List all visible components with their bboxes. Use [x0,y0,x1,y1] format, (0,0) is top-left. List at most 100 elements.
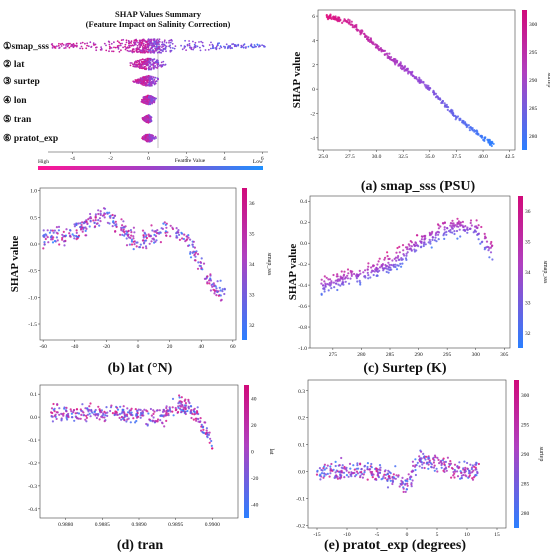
scatter-point [94,413,97,416]
scatter-point [477,238,480,241]
scatter-point [360,471,363,474]
summary-point [139,51,142,54]
scatter-point [111,225,114,228]
summary-point [127,47,130,49]
summary-point [153,42,155,45]
scatter-point [388,263,391,266]
scatter-point [132,237,135,240]
scatter-point [423,241,426,244]
scatter-point [171,406,174,409]
scatter-point [171,227,175,231]
scatter-point [165,405,168,408]
scatter-point [327,289,330,292]
scatter-point [61,233,64,236]
scatter-point [316,469,319,472]
scatter-point [449,224,452,227]
scatter-point [406,246,409,249]
scatter-point [209,279,213,282]
scatter-point [172,414,175,417]
summary-point [64,47,67,49]
summary-point [81,41,84,44]
scatter-point [473,230,476,233]
scatter-point [112,216,115,219]
scatter-point [355,467,358,470]
scatter-point [208,431,211,434]
scatter-point [349,277,352,280]
scatter-point [473,130,476,133]
summary-point [147,43,150,45]
summary-point [87,45,90,48]
scatter-point [466,461,469,465]
summary-point [147,135,150,137]
summary-point [135,40,138,42]
scatter-point [373,43,376,46]
scatter-point [132,240,135,243]
scatter-point [174,409,177,412]
scatter-point [193,246,196,249]
colorbar-label: smap_sss [542,261,548,284]
summary-point [140,65,143,67]
scatter-point [453,463,457,466]
summary-point [136,44,139,47]
scatter-point [51,229,54,232]
panel-caption: (d) tran [117,538,163,553]
scatter-point [147,233,150,236]
scatter-point [336,279,339,282]
summary-point [147,101,150,104]
scatter-point [135,414,138,417]
scatter-point [334,282,338,285]
x-tick-label: 300 [472,352,481,358]
summary-feature-label: ⑥ pratot_exp [3,133,58,144]
x-tick-label: 37.5 [452,154,462,160]
scatter-point [456,217,459,220]
scatter-point [489,242,492,245]
summary-point [160,64,163,67]
summary-point [201,41,204,44]
colorbar-tick-label: 20 [251,423,257,429]
scatter-point [188,401,191,405]
scatter-point [456,465,459,468]
scatter-point [486,245,489,248]
summary-point [186,43,189,46]
summary-point [143,76,145,79]
summary-point [79,47,81,50]
scatter-point [137,408,140,411]
scatter-point [456,475,460,478]
scatter-point [187,407,190,410]
summary-point [188,40,191,42]
scatter-point [395,259,398,262]
scatter-point [330,287,333,290]
scatter-point [159,241,162,244]
scatter-point [212,288,215,291]
scatter-point [401,262,404,265]
scatter-point [471,471,474,474]
scatter-point [434,233,437,237]
summary-point [136,64,139,66]
scatter-point [70,412,73,415]
scatter-point [113,214,116,217]
summary-point [148,95,151,97]
scatter-point [387,261,390,264]
summary-point [181,48,184,51]
summary-point [118,41,120,44]
scatter-point [123,230,126,234]
scatter-point [370,271,373,274]
scatter-point [388,52,391,55]
scatter-point [199,417,202,420]
scatter-point [121,408,124,412]
summary-point [157,78,159,81]
scatter-point [334,460,337,463]
summary-point [261,44,263,47]
summary-point [100,46,102,48]
scatter-point [142,234,145,237]
scatter-point [147,412,150,415]
scatter-point [432,456,435,459]
scatter-point [422,456,426,459]
summary-point [233,45,236,48]
scatter-point [366,268,369,271]
y-tick-label: -0.1 [28,438,37,444]
scatter-point [484,235,487,238]
summary-point [148,67,150,69]
scatter-point [159,419,162,422]
scatter-point [329,465,332,468]
